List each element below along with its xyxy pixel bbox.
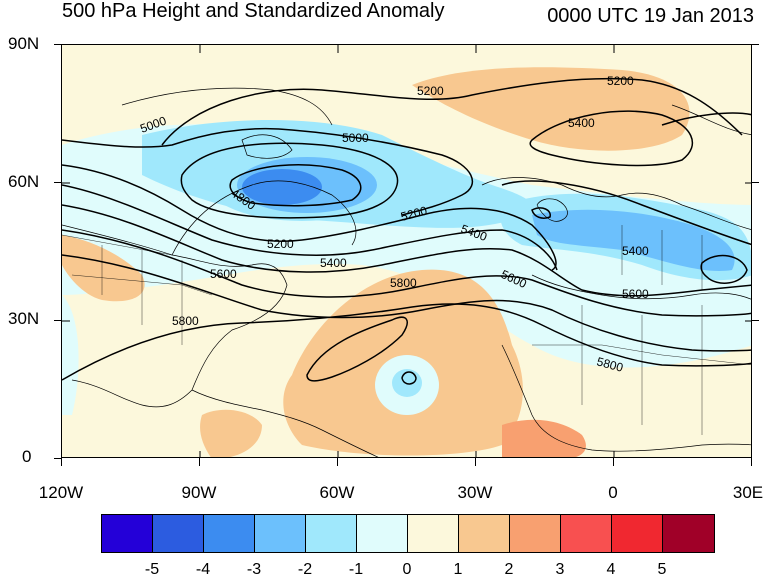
lon-label-120w: 120W bbox=[38, 483, 84, 502]
lon-label-0: 0 bbox=[608, 483, 618, 502]
tick-mark bbox=[337, 458, 338, 466]
colorbar-segment bbox=[612, 515, 663, 552]
tick-mark bbox=[752, 320, 759, 321]
colorbar-segment bbox=[561, 515, 612, 552]
colorbar-segment bbox=[204, 515, 255, 552]
tick-mark bbox=[54, 458, 61, 459]
anomaly-north-atlantic-pos bbox=[412, 67, 690, 151]
colorbar-segment bbox=[663, 515, 714, 552]
colorbar-label: 0 bbox=[402, 561, 412, 578]
colorbar-segment bbox=[459, 515, 510, 552]
lon-label-30w: 30W bbox=[457, 483, 493, 502]
colorbar-label: 1 bbox=[453, 561, 463, 578]
valid-time: 0000 UTC 19 Jan 2013 bbox=[547, 5, 754, 27]
lat-label-90n: 90N bbox=[8, 34, 40, 53]
tick-mark bbox=[199, 458, 200, 466]
anomaly-region-neg1-west bbox=[62, 295, 79, 415]
lon-label-90w: 90W bbox=[181, 483, 217, 502]
colorbar-segment bbox=[306, 515, 357, 552]
colorbar-segment bbox=[153, 515, 204, 552]
contour-label: 5200 bbox=[417, 84, 444, 98]
colorbar-label: 2 bbox=[504, 561, 514, 578]
lat-label-30n: 30N bbox=[8, 309, 40, 328]
map-canvas: 5200 5000 4800 5200 5400 5600 5800 5000 … bbox=[62, 45, 751, 457]
contour-label: 5600 bbox=[210, 267, 237, 281]
colorbar-label: -4 bbox=[195, 561, 211, 578]
map-panel: 5200 5000 4800 5200 5400 5600 5800 5000 … bbox=[61, 44, 752, 458]
tick-mark bbox=[54, 320, 61, 321]
anomaly-western-us-pos bbox=[62, 235, 145, 302]
tick-mark bbox=[752, 182, 759, 183]
colorbar-label: 5 bbox=[657, 561, 667, 578]
contour-label: 5200 bbox=[399, 203, 429, 224]
contour-label: 5800 bbox=[172, 314, 199, 328]
anomaly-west-africa-pos bbox=[502, 419, 586, 457]
colorbar-label: -3 bbox=[246, 561, 262, 578]
contour-label: 5200 bbox=[267, 237, 294, 251]
inner-ticks bbox=[62, 45, 751, 457]
contour-label: 5400 bbox=[320, 256, 347, 270]
colorbar bbox=[101, 514, 715, 553]
colorbar-segment bbox=[357, 515, 408, 552]
colorbar-label: -2 bbox=[297, 561, 313, 578]
contour-label: 5200 bbox=[607, 74, 634, 88]
colorbar-label: 3 bbox=[555, 561, 565, 578]
tick-mark bbox=[751, 458, 752, 466]
colorbar-label: 4 bbox=[606, 561, 616, 578]
anomaly-cutoff-low-core bbox=[392, 369, 422, 397]
anomaly-canada-core bbox=[242, 169, 322, 205]
contour-label: 5400 bbox=[568, 116, 595, 130]
height-contours bbox=[62, 77, 751, 385]
tick-mark bbox=[475, 458, 476, 466]
colorbar-segment bbox=[102, 515, 153, 552]
contour-label: 5400 bbox=[622, 244, 649, 258]
tick-mark bbox=[54, 182, 61, 183]
colorbar-label: -5 bbox=[144, 561, 160, 578]
colorbar-segment bbox=[255, 515, 306, 552]
lon-label-30e: 30E bbox=[732, 483, 764, 502]
tick-mark bbox=[752, 44, 759, 45]
colorbar-label: -1 bbox=[348, 561, 364, 578]
contour-label: 5800 bbox=[390, 276, 417, 290]
contour-label: 5000 bbox=[342, 131, 369, 145]
anomaly-europe-mid bbox=[532, 209, 735, 271]
contour-label: 5800 bbox=[595, 354, 625, 375]
contour-label: 5600 bbox=[622, 287, 649, 301]
lat-label-60n: 60N bbox=[8, 172, 40, 191]
tick-mark bbox=[54, 44, 61, 45]
tick-mark bbox=[613, 458, 614, 466]
colorbar-segment bbox=[510, 515, 561, 552]
anomaly-caribbean-pos bbox=[200, 409, 262, 457]
colorbar-segment bbox=[408, 515, 459, 552]
lon-label-60w: 60W bbox=[319, 483, 355, 502]
map-title: 500 hPa Height and Standardized Anomaly bbox=[62, 0, 445, 22]
tick-mark bbox=[61, 458, 62, 466]
lat-label-0: 0 bbox=[22, 447, 32, 466]
